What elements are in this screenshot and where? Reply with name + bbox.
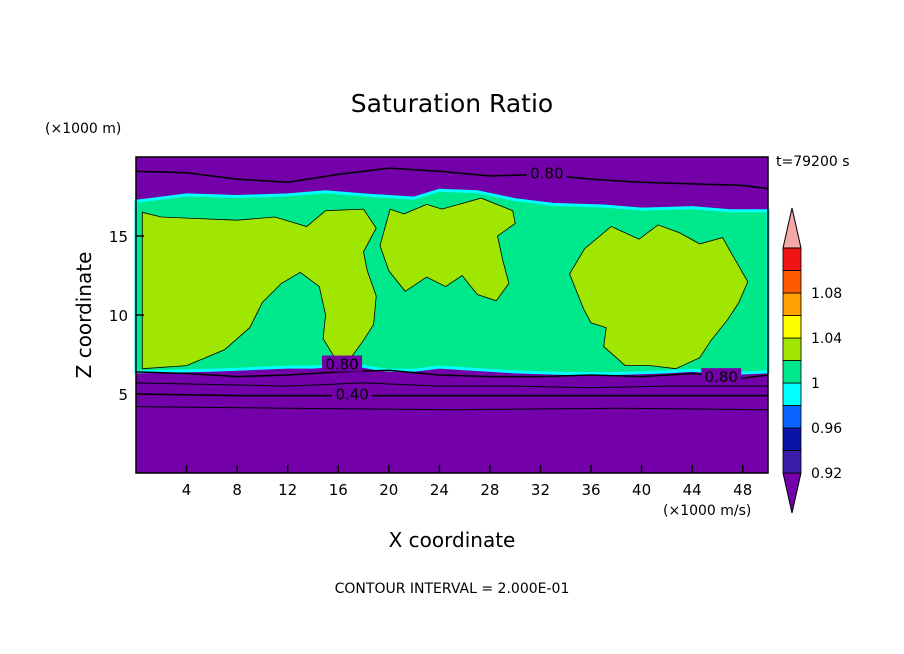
plot-area: 0.80 0.80 0.80 0.40 [134,156,770,474]
colorbar-tick-label: 0.92 [811,466,842,482]
contour-label-bg [322,355,363,372]
colorbar-tick-label: 1.08 [811,286,842,302]
contour-label: 0.80 [325,356,358,374]
colorbar-tick-label: 1.04 [811,331,842,347]
supersaturated-region-left [141,208,377,370]
x-tick-label: 44 [683,481,702,499]
colorbar: 0.92 0.96 1 1.04 1.08 [782,207,842,514]
contour-interval-footer: CONTOUR INTERVAL = 2.000E-01 [335,581,570,597]
colorbar-band [782,337,802,361]
colorbar-band [782,382,802,406]
colorbar-band [782,292,802,316]
colorbar-tick-label: 0.96 [811,421,842,437]
y-axis-ticks: 5 10 15 [109,228,144,404]
supersaturated-region-right [569,224,749,370]
colorbar-band [782,247,802,271]
contour-label-bg [526,164,567,181]
colorbar-band [782,450,802,474]
contour-label-bg [701,368,742,385]
y-tick-label: 5 [118,386,128,404]
contour-label: 0.80 [705,368,738,386]
x-tick-label: 36 [581,481,600,499]
x-tick-label: 24 [430,481,449,499]
x-tick-label: 12 [278,481,297,499]
x-tick-label: 48 [733,481,752,499]
y-tick-label: 15 [109,228,128,246]
contour-line-020 [135,406,769,411]
time-label: t=79200 s [776,154,850,170]
y-axis-label: Z coordinate [72,252,96,379]
x-tick-label: 40 [632,481,651,499]
contour-label: 0.80 [530,164,563,182]
contour-line-040 [135,393,768,397]
colorbar-band [782,360,802,384]
y-tick-label: 10 [109,307,128,325]
x-axis-label: X coordinate [389,528,516,552]
contour-labels: 0.80 0.80 0.80 0.40 [322,164,742,404]
contour-label: 0.40 [335,386,368,404]
colorbar-band [782,270,802,294]
y-unit-label: (×1000 m) [45,121,121,137]
chart-title: Saturation Ratio [351,89,553,118]
contour-line-080 [135,369,769,379]
colorbar-low-extension [782,472,802,514]
colorbar-tick-label: 1 [811,376,820,392]
x-tick-label: 28 [480,481,499,499]
x-axis-ticks: 4 8 12 16 20 24 28 32 36 40 44 48 [182,465,752,499]
x-tick-label: 20 [379,481,398,499]
colorbar-high-extension [782,207,802,249]
contour-line-top [135,167,769,190]
x-tick-label: 8 [232,481,242,499]
x-unit-label: (×1000 m/s) [663,503,751,519]
contour-label-bg [332,385,373,402]
x-tick-label: 32 [531,481,550,499]
x-tick-label: 16 [329,481,348,499]
supersaturated-region-mid [379,197,516,302]
x-tick-label: 4 [182,481,192,499]
colorbar-band [782,405,802,429]
contour-line-060 [135,382,768,389]
colorbar-band [782,315,802,339]
colorbar-band [782,427,802,451]
